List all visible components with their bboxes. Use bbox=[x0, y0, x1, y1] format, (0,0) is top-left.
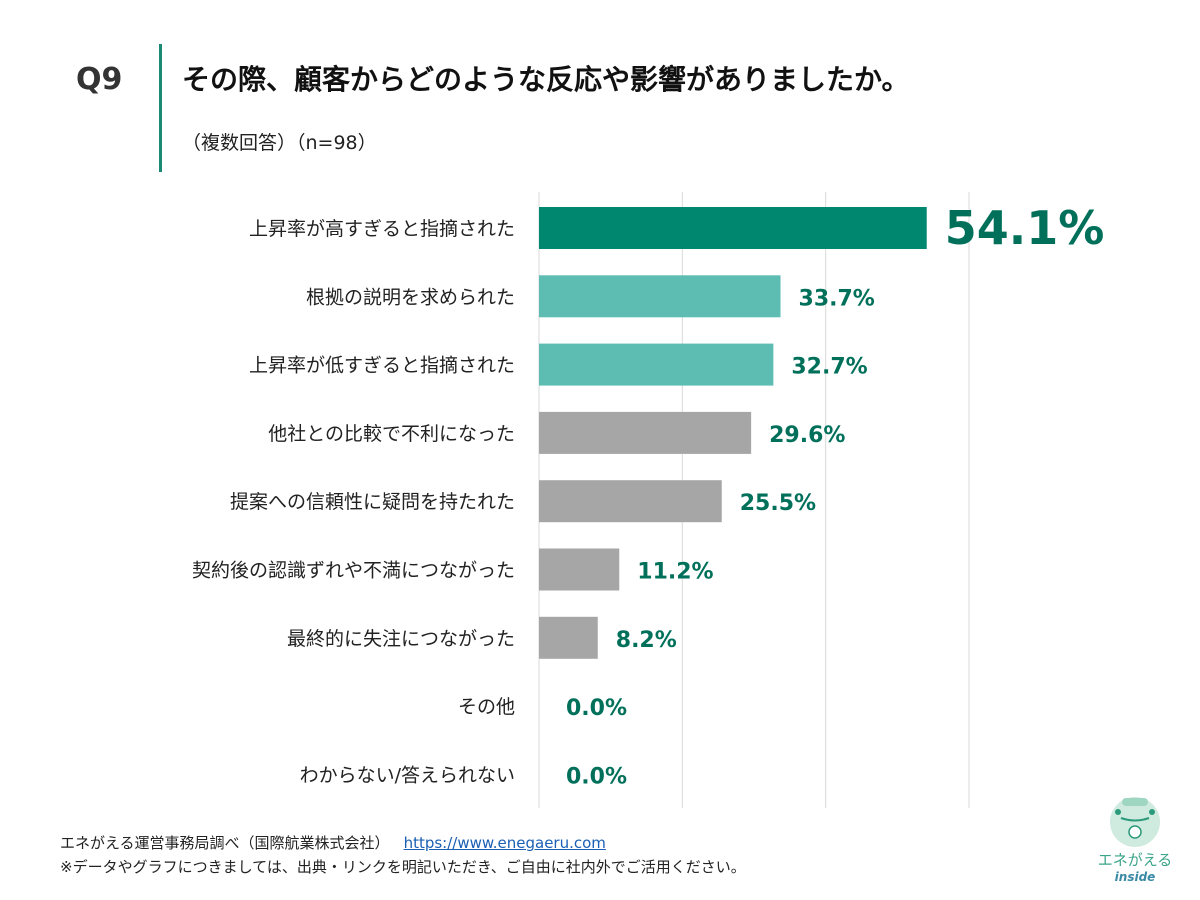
data-label: 8.2% bbox=[616, 628, 677, 653]
logo-sub: inside bbox=[1115, 870, 1156, 884]
question-number: Q9 bbox=[76, 62, 123, 97]
category-label: 上昇率が低すぎると指摘された bbox=[249, 355, 515, 377]
logo-text: エネがえる bbox=[1098, 851, 1173, 869]
data-label: 33.7% bbox=[799, 286, 875, 311]
data-label: 11.2% bbox=[637, 560, 713, 585]
category-label: 提案への信頼性に疑問を持たれた bbox=[230, 491, 515, 513]
data-label: 32.7% bbox=[791, 355, 867, 380]
question-subtitle: （複数回答）（n=98） bbox=[182, 132, 377, 154]
data-label: 29.6% bbox=[769, 423, 845, 448]
category-label: 根拠の説明を求められた bbox=[306, 286, 515, 308]
footer-source: エネがえる運営事務局調べ（国際航業株式会社） https://www.enegae… bbox=[60, 832, 606, 853]
bar bbox=[539, 207, 927, 249]
enegaeru-logo: エネがえる inside bbox=[1098, 797, 1173, 884]
footer-note: ※データやグラフにつきましては、出典・リンクを明記いただき、ご自由に社内外でご活… bbox=[60, 858, 746, 876]
data-label: 25.5% bbox=[740, 491, 816, 516]
bar bbox=[539, 343, 774, 386]
data-label: 54.1% bbox=[945, 201, 1105, 255]
bar bbox=[539, 616, 598, 659]
data-label: 0.0% bbox=[566, 696, 627, 721]
category-label: 上昇率が高すぎると指摘された bbox=[249, 218, 515, 240]
divider bbox=[159, 44, 162, 172]
category-label: その他 bbox=[458, 696, 515, 718]
data-label: 0.0% bbox=[566, 764, 627, 789]
bar bbox=[539, 548, 620, 591]
question-title: その際、顧客からどのような反応や影響がありましたか。 bbox=[182, 63, 910, 96]
category-label: 最終的に失注につながった bbox=[287, 628, 515, 650]
source-text: エネがえる運営事務局調べ（国際航業株式会社） bbox=[60, 834, 390, 852]
category-label: 他社との比較で不利になった bbox=[268, 423, 515, 445]
bar bbox=[539, 411, 752, 454]
bar bbox=[539, 275, 781, 318]
source-link[interactable]: https://www.enegaeru.com bbox=[403, 834, 606, 852]
bar bbox=[539, 480, 722, 523]
category-label: 契約後の認識ずれや不満につながった bbox=[192, 560, 515, 582]
category-label: わからない/答えられない bbox=[300, 764, 515, 786]
